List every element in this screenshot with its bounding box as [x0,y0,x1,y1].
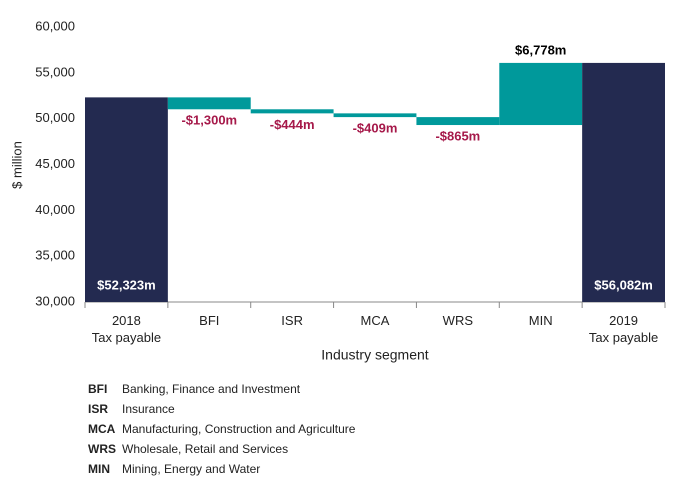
bar [167,97,251,110]
bar [416,117,500,126]
x-axis-title: Industry segment [321,347,428,363]
abbreviation: WRS [88,442,116,456]
y-tick-label: 60,000 [35,18,75,33]
y-tick-label: 55,000 [35,64,75,79]
x-tick-label: MCA [361,313,390,328]
abbreviation: BFI [88,382,107,396]
x-tick-label: BFI [199,313,219,328]
y-tick-label: 35,000 [35,248,75,263]
x-tick-label: WRS [443,313,474,328]
value-label: $56,082m [594,277,653,292]
value-label: -$1,300m [181,113,237,128]
bar [85,97,168,302]
bar [333,113,417,118]
y-tick-label: 30,000 [35,293,75,308]
x-tick-label: 2018 Tax payable [92,313,161,345]
abbreviation-text: Manufacturing, Construction and Agricult… [122,422,356,436]
abbreviation: MCA [88,422,116,436]
x-tick-label: MIN [529,313,553,328]
value-label: $52,323m [97,277,156,292]
x-tick-label: ISR [281,313,303,328]
y-tick-label: 50,000 [35,110,75,125]
bar [499,62,583,126]
y-tick-label: 40,000 [35,202,75,217]
abbreviation-text: Insurance [122,402,175,416]
value-label: -$444m [270,117,315,132]
y-axis-title: $ million [9,141,24,189]
abbreviation: MIN [88,462,110,476]
x-tick-label: 2019 Tax payable [589,313,658,345]
value-label: $6,778m [515,42,566,57]
value-label: -$409m [353,121,398,136]
bar [582,62,665,302]
abbreviation: ISR [88,402,108,416]
y-tick-label: 45,000 [35,156,75,171]
value-label: -$865m [435,128,480,143]
abbreviation-text: Mining, Energy and Water [122,462,260,476]
bar [250,109,334,114]
abbreviation-text: Banking, Finance and Investment [122,382,301,396]
abbreviation-text: Wholesale, Retail and Services [122,442,288,456]
